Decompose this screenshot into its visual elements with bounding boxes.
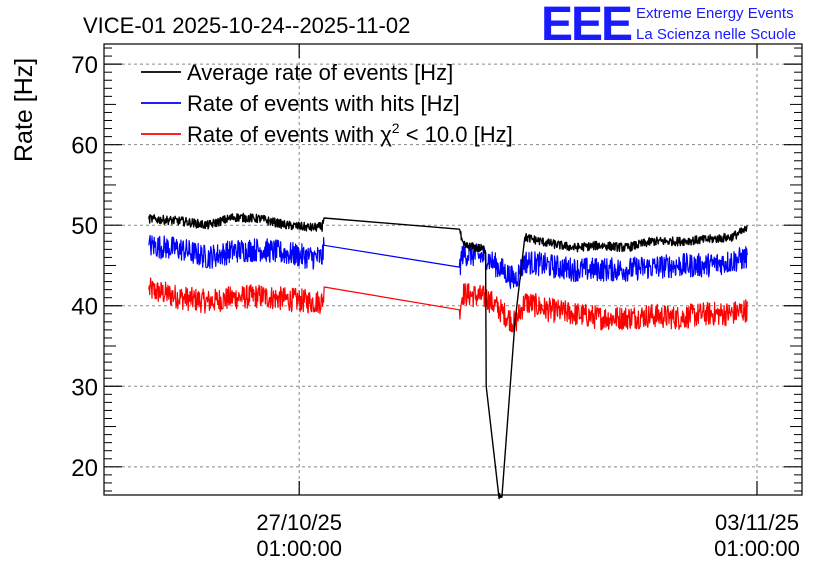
x-tick-date: 27/10/25 <box>256 510 342 535</box>
legend-chi2-suffix: < 10.0 [Hz] <box>400 122 513 147</box>
y-axis-label: Rate [Hz] <box>10 58 38 162</box>
x-tick-time: 01:00:00 <box>714 536 800 561</box>
series-line-hits <box>148 234 748 289</box>
y-tick-label: 60 <box>71 133 98 160</box>
logo-line1: Extreme Energy Events <box>636 5 794 22</box>
logo-letters: EEE <box>541 0 632 51</box>
plot-frame <box>103 43 803 496</box>
legend-label-hits: Rate of events with hits [Hz] <box>187 91 460 116</box>
legend: Average rate of events [Hz] Rate of even… <box>141 60 513 147</box>
legend-chi2-sup: 2 <box>392 120 400 136</box>
axis-ticks <box>104 44 802 495</box>
legend-label-chi2: Rate of events with χ2 < 10.0 [Hz] <box>187 120 513 147</box>
y-tick-label: 50 <box>71 213 98 240</box>
y-tick-label: 30 <box>71 374 98 401</box>
chart-title: VICE-01 2025-10-24--2025-11-02 <box>83 13 410 38</box>
legend-chi2-symbol: χ <box>380 122 392 147</box>
legend-label-average: Average rate of events [Hz] <box>187 60 453 85</box>
y-tick-label: 40 <box>71 294 98 321</box>
legend-chi2-prefix: Rate of events with <box>187 122 380 147</box>
x-tick-date: 03/11/25 <box>715 510 799 535</box>
series-line-chi2 <box>148 277 748 333</box>
y-tick-labels: 20 30 40 50 60 70 <box>71 52 98 482</box>
x-tick-time: 01:00:00 <box>256 536 342 561</box>
y-tick-label: 20 <box>71 455 98 482</box>
logo-line2: La Scienza nelle Scuole <box>636 26 796 43</box>
series-layer <box>148 212 748 500</box>
eee-logo: EEE Extreme Energy Events La Scienza nel… <box>541 0 796 51</box>
series-line-average <box>148 212 748 500</box>
y-tick-label: 70 <box>71 52 98 79</box>
